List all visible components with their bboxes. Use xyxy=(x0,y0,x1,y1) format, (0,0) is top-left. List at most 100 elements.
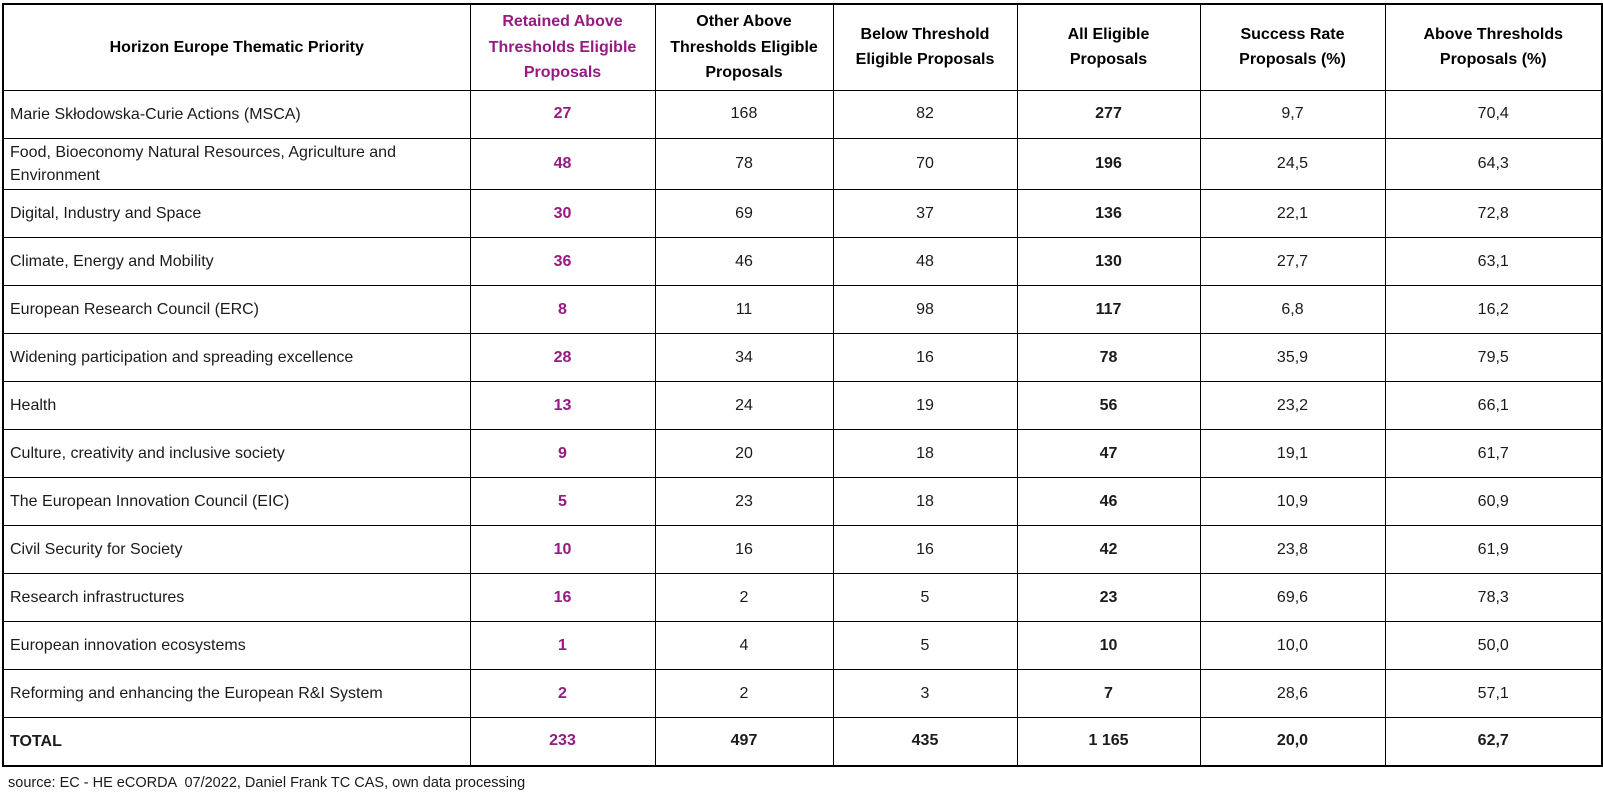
cell-below-threshold: 82 xyxy=(832,89,1018,139)
cell-thematic-priority: European innovation ecosystems xyxy=(2,621,471,671)
cell-all-eligible: 42 xyxy=(1016,525,1201,575)
cell-all-eligible: 136 xyxy=(1016,189,1201,239)
cell-thematic-priority: Digital, Industry and Space xyxy=(2,189,471,239)
cell-all-eligible: 47 xyxy=(1016,429,1201,479)
cell-below-threshold: 18 xyxy=(832,477,1018,527)
table-footer: TOTAL 233 497 435 1 165 20,0 62,7 xyxy=(2,717,1603,767)
cell-other-above-thresholds: 11 xyxy=(654,285,834,335)
cell-below-threshold: 5 xyxy=(832,573,1018,623)
cell-below-threshold: 16 xyxy=(832,333,1018,383)
cell-thematic-priority: Civil Security for Society xyxy=(2,525,471,575)
total-below-threshold: 435 xyxy=(832,717,1018,767)
cell-thematic-priority: Research infrastructures xyxy=(2,573,471,623)
table-row: Reforming and enhancing the European R&I… xyxy=(2,669,1603,719)
cell-retained-above-thresholds: 1 xyxy=(469,621,656,671)
cell-success-rate: 9,7 xyxy=(1199,89,1386,139)
cell-other-above-thresholds: 69 xyxy=(654,189,834,239)
table-row: European innovation ecosystems 1 4 5 10 … xyxy=(2,621,1603,671)
cell-success-rate: 23,8 xyxy=(1199,525,1386,575)
total-other-above-thresholds: 497 xyxy=(654,717,834,767)
cell-above-thresholds-pct: 70,4 xyxy=(1384,89,1603,139)
cell-other-above-thresholds: 23 xyxy=(654,477,834,527)
table-row: The European Innovation Council (EIC) 5 … xyxy=(2,477,1603,527)
cell-other-above-thresholds: 78 xyxy=(654,137,834,191)
cell-thematic-priority: Climate, Energy and Mobility xyxy=(2,237,471,287)
cell-thematic-priority: Reforming and enhancing the European R&I… xyxy=(2,669,471,719)
cell-success-rate: 6,8 xyxy=(1199,285,1386,335)
cell-all-eligible: 10 xyxy=(1016,621,1201,671)
table-row: Digital, Industry and Space 30 69 37 136… xyxy=(2,189,1603,239)
cell-all-eligible: 78 xyxy=(1016,333,1201,383)
cell-success-rate: 35,9 xyxy=(1199,333,1386,383)
total-all-eligible: 1 165 xyxy=(1016,717,1201,767)
cell-above-thresholds-pct: 16,2 xyxy=(1384,285,1603,335)
header-thematic-priority: Horizon Europe Thematic Priority xyxy=(2,3,471,91)
cell-other-above-thresholds: 4 xyxy=(654,621,834,671)
cell-above-thresholds-pct: 60,9 xyxy=(1384,477,1603,527)
cell-below-threshold: 48 xyxy=(832,237,1018,287)
table-row: Climate, Energy and Mobility 36 46 48 13… xyxy=(2,237,1603,287)
cell-below-threshold: 18 xyxy=(832,429,1018,479)
cell-other-above-thresholds: 46 xyxy=(654,237,834,287)
cell-other-above-thresholds: 168 xyxy=(654,89,834,139)
cell-thematic-priority: The European Innovation Council (EIC) xyxy=(2,477,471,527)
cell-above-thresholds-pct: 63,1 xyxy=(1384,237,1603,287)
cell-other-above-thresholds: 34 xyxy=(654,333,834,383)
cell-below-threshold: 98 xyxy=(832,285,1018,335)
cell-below-threshold: 16 xyxy=(832,525,1018,575)
header-below-threshold: Below Threshold Eligible Proposals xyxy=(832,3,1018,91)
header-above-thresholds-pct: Above Thresholds Proposals (%) xyxy=(1384,3,1603,91)
table-row: Civil Security for Society 10 16 16 42 2… xyxy=(2,525,1603,575)
cell-retained-above-thresholds: 13 xyxy=(469,381,656,431)
cell-below-threshold: 70 xyxy=(832,137,1018,191)
table-header: Horizon Europe Thematic Priority Retaine… xyxy=(2,3,1603,91)
cell-thematic-priority: Widening participation and spreading exc… xyxy=(2,333,471,383)
cell-retained-above-thresholds: 16 xyxy=(469,573,656,623)
cell-success-rate: 10,0 xyxy=(1199,621,1386,671)
cell-success-rate: 24,5 xyxy=(1199,137,1386,191)
cell-retained-above-thresholds: 2 xyxy=(469,669,656,719)
cell-all-eligible: 130 xyxy=(1016,237,1201,287)
cell-retained-above-thresholds: 30 xyxy=(469,189,656,239)
header-row: Horizon Europe Thematic Priority Retaine… xyxy=(2,3,1603,91)
cell-thematic-priority: Health xyxy=(2,381,471,431)
cell-all-eligible: 277 xyxy=(1016,89,1201,139)
cell-all-eligible: 7 xyxy=(1016,669,1201,719)
cell-above-thresholds-pct: 61,9 xyxy=(1384,525,1603,575)
header-success-rate: Success Rate Proposals (%) xyxy=(1199,3,1386,91)
cell-all-eligible: 117 xyxy=(1016,285,1201,335)
cell-above-thresholds-pct: 78,3 xyxy=(1384,573,1603,623)
cell-all-eligible: 196 xyxy=(1016,137,1201,191)
cell-success-rate: 19,1 xyxy=(1199,429,1386,479)
cell-retained-above-thresholds: 27 xyxy=(469,89,656,139)
cell-below-threshold: 37 xyxy=(832,189,1018,239)
cell-all-eligible: 46 xyxy=(1016,477,1201,527)
table-row: Culture, creativity and inclusive societ… xyxy=(2,429,1603,479)
total-retained-above-thresholds: 233 xyxy=(469,717,656,767)
cell-retained-above-thresholds: 9 xyxy=(469,429,656,479)
table-row: Food, Bioeconomy Natural Resources, Agri… xyxy=(2,137,1603,191)
cell-thematic-priority: Marie Skłodowska-Curie Actions (MSCA) xyxy=(2,89,471,139)
table-body: Marie Skłodowska-Curie Actions (MSCA) 27… xyxy=(2,89,1603,719)
cell-retained-above-thresholds: 28 xyxy=(469,333,656,383)
cell-above-thresholds-pct: 79,5 xyxy=(1384,333,1603,383)
cell-success-rate: 27,7 xyxy=(1199,237,1386,287)
cell-success-rate: 23,2 xyxy=(1199,381,1386,431)
cell-above-thresholds-pct: 66,1 xyxy=(1384,381,1603,431)
cell-below-threshold: 5 xyxy=(832,621,1018,671)
cell-retained-above-thresholds: 8 xyxy=(469,285,656,335)
table-row: European Research Council (ERC) 8 11 98 … xyxy=(2,285,1603,335)
cell-success-rate: 10,9 xyxy=(1199,477,1386,527)
cell-retained-above-thresholds: 10 xyxy=(469,525,656,575)
header-all-eligible: All Eligible Proposals xyxy=(1016,3,1201,91)
cell-success-rate: 28,6 xyxy=(1199,669,1386,719)
cell-all-eligible: 23 xyxy=(1016,573,1201,623)
cell-retained-above-thresholds: 48 xyxy=(469,137,656,191)
cell-thematic-priority: European Research Council (ERC) xyxy=(2,285,471,335)
total-success-rate: 20,0 xyxy=(1199,717,1386,767)
cell-above-thresholds-pct: 61,7 xyxy=(1384,429,1603,479)
cell-all-eligible: 56 xyxy=(1016,381,1201,431)
cell-retained-above-thresholds: 5 xyxy=(469,477,656,527)
total-label: TOTAL xyxy=(2,717,471,767)
cell-other-above-thresholds: 24 xyxy=(654,381,834,431)
